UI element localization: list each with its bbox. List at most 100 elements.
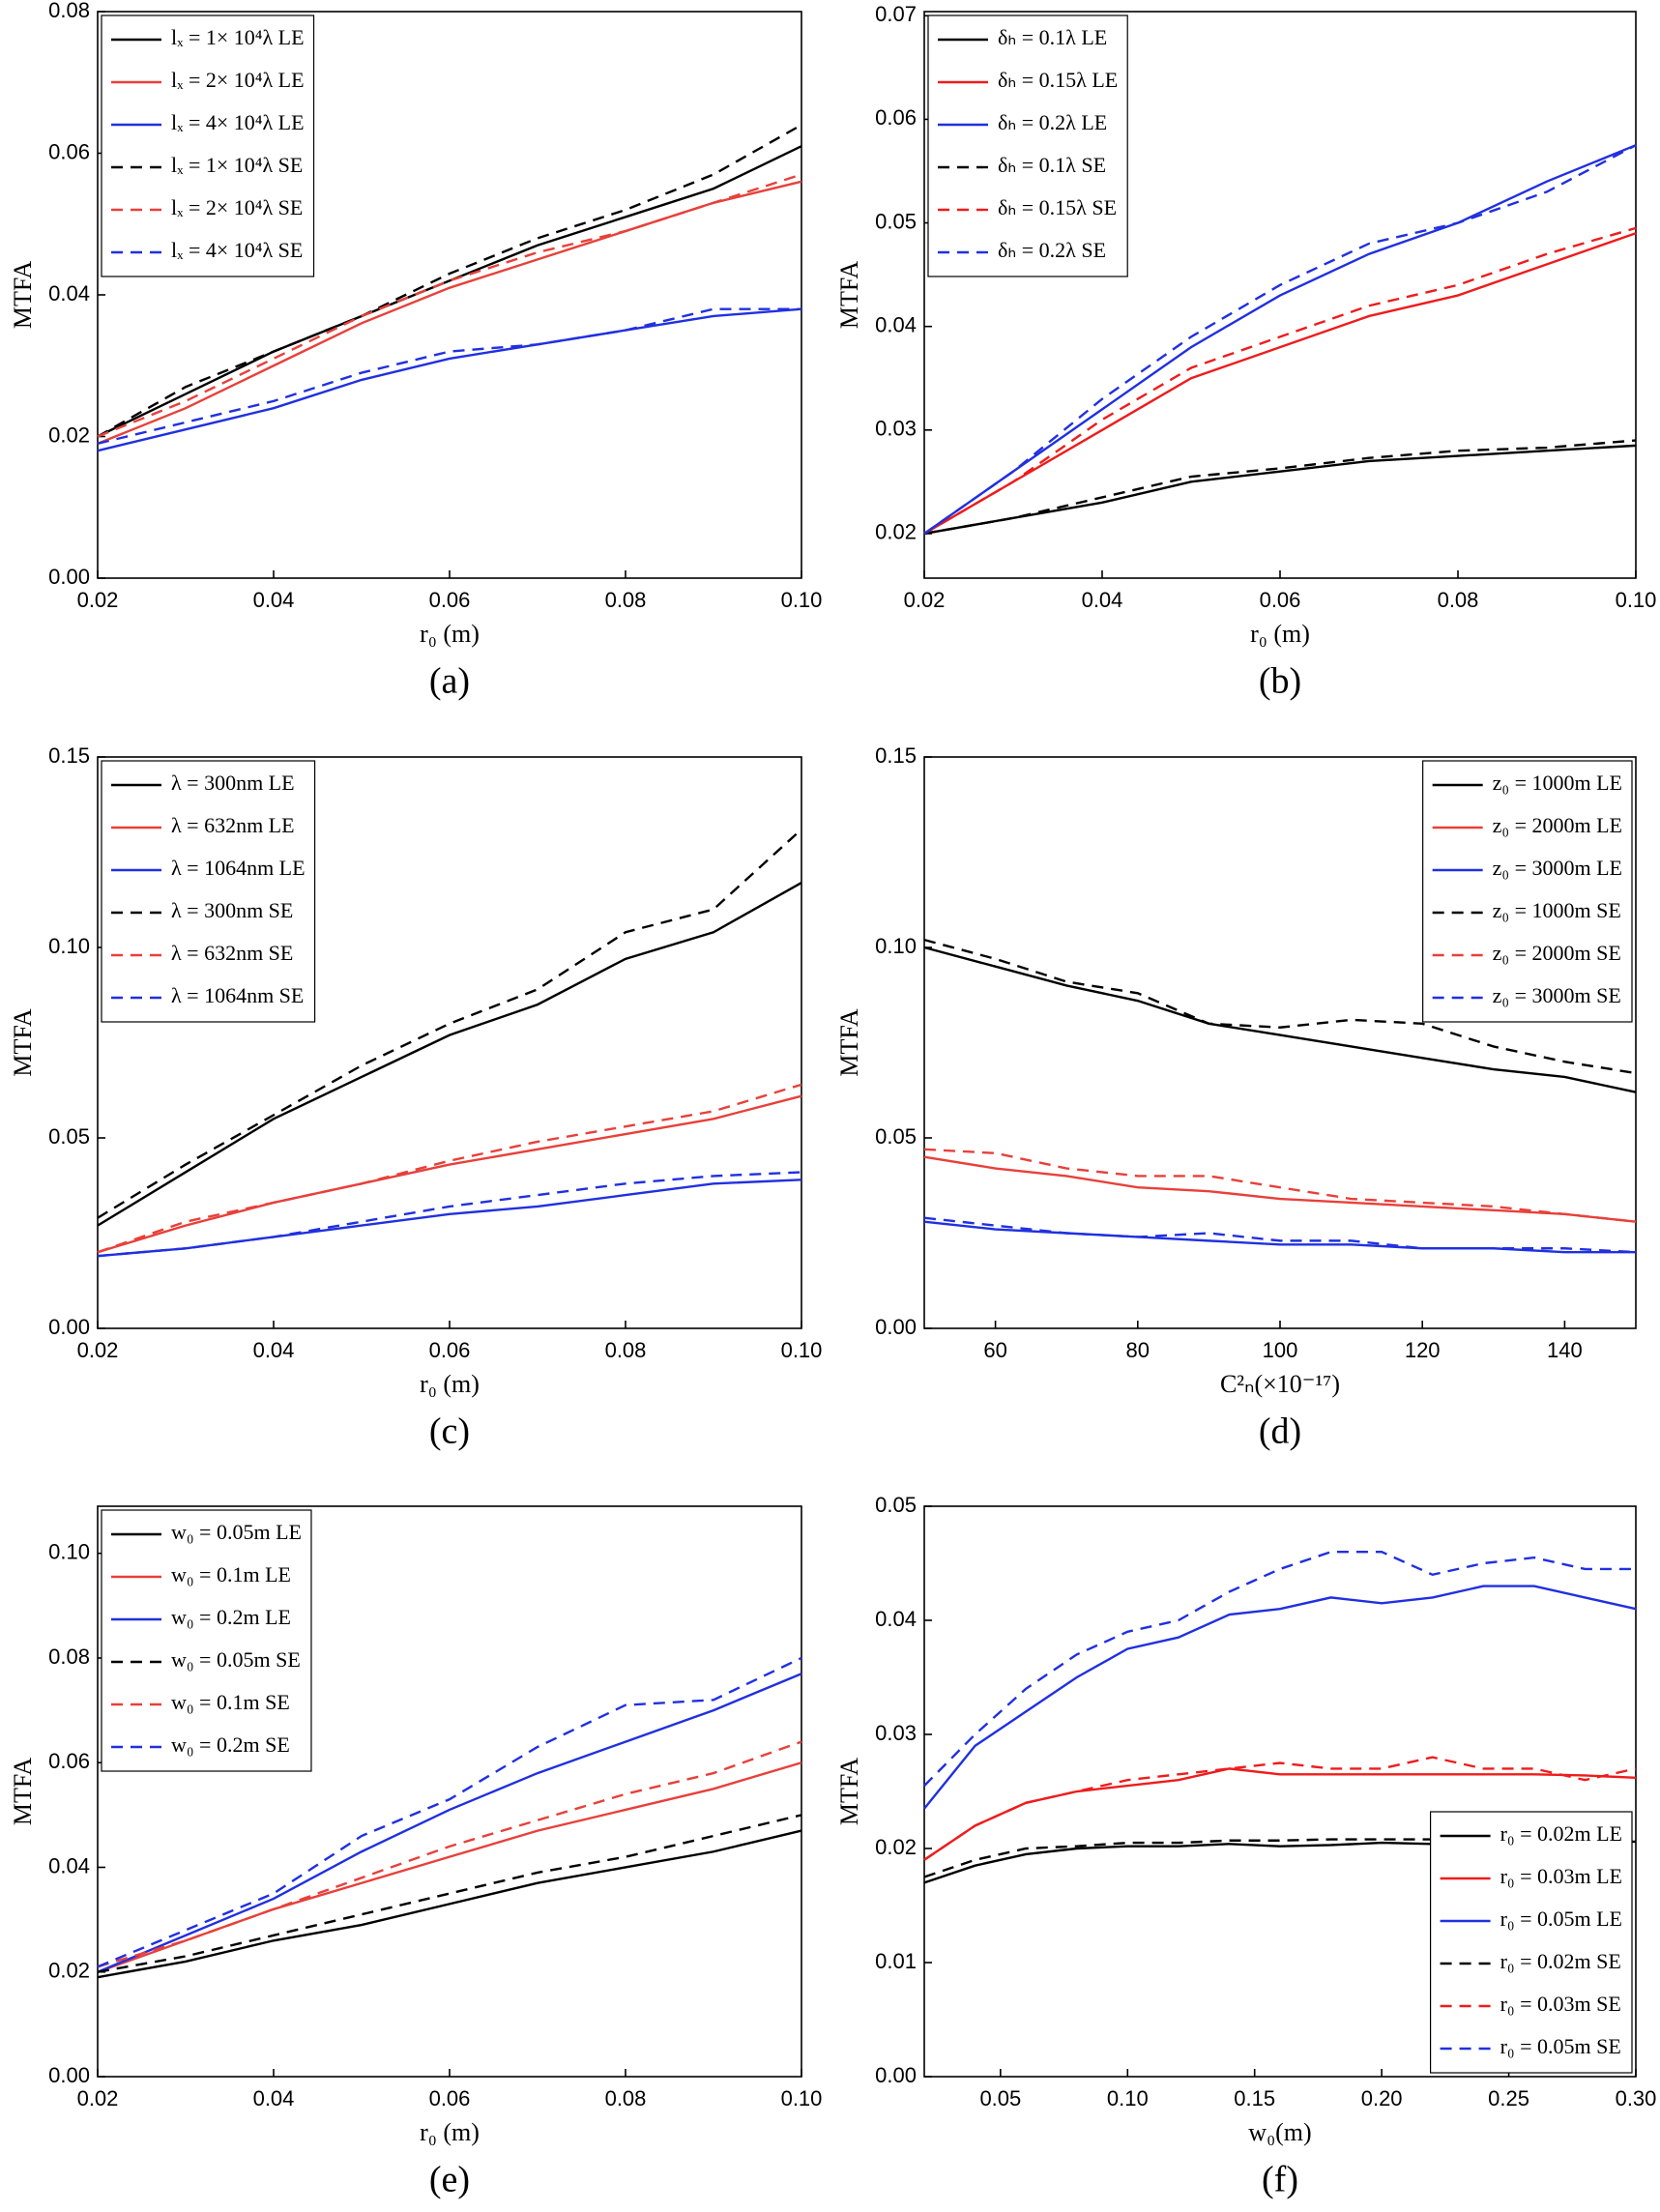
legend-label: λ = 300nm SE	[171, 898, 293, 922]
series-line	[97, 1083, 802, 1254]
caption: (b)	[1259, 661, 1301, 702]
series-line	[97, 173, 802, 438]
legend-label: w₀ = 0.2m SE	[171, 1732, 290, 1757]
legend-label: z₀ = 1000m LE	[1493, 771, 1622, 795]
legend-label: lₓ = 4× 10⁴λ SE	[171, 238, 303, 262]
x-tick-label: 0.20	[1361, 2086, 1403, 2110]
y-tick-label: 0.07	[875, 2, 917, 26]
series-line	[97, 1740, 802, 1968]
y-tick-label: 0.04	[875, 312, 917, 336]
x-tick-label: 120	[1405, 1338, 1441, 1362]
y-tick-label: 0.06	[875, 105, 917, 130]
y-tick-label: 0.04	[48, 281, 90, 306]
y-tick-label: 0.06	[48, 139, 90, 163]
legend-label: λ = 1064nm LE	[171, 856, 306, 880]
legend-label: lₓ = 2× 10⁴λ SE	[171, 195, 303, 219]
x-tick-label: 0.06	[1260, 588, 1301, 612]
y-tick-label: 0.00	[48, 565, 90, 589]
caption: (e)	[429, 2160, 470, 2200]
x-tick-label: 0.10	[781, 588, 823, 612]
legend-label: λ = 632nm LE	[171, 813, 295, 837]
series-line	[97, 1179, 802, 1258]
legend-label: w₀ = 0.2m LE	[171, 1605, 291, 1629]
x-tick-label: 0.08	[605, 1338, 647, 1362]
x-tick-label: 0.04	[253, 588, 295, 612]
y-tick-label: 0.15	[48, 743, 90, 768]
x-tick-label: 0.08	[1438, 588, 1479, 612]
legend-frame	[101, 15, 315, 277]
series-line	[923, 946, 1637, 1093]
x-tick-label: 0.02	[77, 1338, 119, 1362]
x-axis-label: r₀ (m)	[420, 1370, 480, 1398]
series-line	[923, 1585, 1637, 1810]
y-axis-label: MTFA	[835, 1758, 863, 1826]
y-tick-label: 0.15	[875, 743, 917, 768]
series-line	[923, 1551, 1636, 1787]
panel: 0.00 0.05 0.10 0.15 0.02 0.04 0.06 0.08 0.10 r₀ (…	[9, 743, 822, 1452]
y-tick-label: 0.01	[875, 1949, 917, 1973]
legend: lₓ = 1× 10⁴λ LE lₓ = 2× 10⁴λ LE lₓ = 4× 10…	[101, 15, 315, 277]
x-tick-label: 0.10	[781, 2086, 823, 2110]
legend-frame	[101, 760, 316, 1023]
series-line	[923, 439, 1637, 536]
panel: 0.000.020.040.060.080.02 0.04 0.06 0.08 0.10…	[9, 0, 822, 702]
series-line	[923, 144, 1637, 535]
legend-label: r₀ = 0.03m LE	[1500, 1864, 1622, 1888]
y-tick-label: 0.02	[48, 1959, 90, 1983]
legend-label: z₀ = 1000m SE	[1493, 898, 1621, 922]
x-tick-label: 140	[1547, 1338, 1583, 1362]
x-tick-label: 0.30	[1616, 2086, 1657, 2110]
legend-frame	[101, 1509, 312, 1772]
y-axis-label: MTFA	[9, 261, 37, 330]
legend-label: z₀ = 3000m SE	[1493, 983, 1621, 1007]
x-tick-label: 80	[1126, 1338, 1150, 1362]
y-tick-label: 0.08	[48, 1644, 90, 1669]
legend: r₀ = 0.02m LE r₀ = 0.03m LE r₀ = 0.05m LE r…	[1429, 1811, 1633, 2074]
legend-label: λ = 300nm LE	[171, 771, 295, 795]
series-line	[923, 1148, 1637, 1223]
legend: w₀ = 0.05m LE w₀ = 0.1m LE w₀ = 0.2m LE w₀ …	[101, 1509, 312, 1772]
y-tick-label: 0.00	[48, 1315, 90, 1339]
y-tick-label: 0.02	[875, 520, 917, 544]
x-tick-label: 0.05	[979, 2086, 1021, 2110]
x-tick-label: 0.04	[1082, 588, 1123, 612]
legend-frame	[1422, 760, 1633, 1023]
legend-label: z₀ = 2000m SE	[1493, 941, 1621, 965]
x-tick-label: 0.02	[77, 588, 119, 612]
series-line	[97, 828, 802, 1219]
caption: (c)	[429, 1412, 470, 1452]
legend-label: δₕ = 0.2λ LE	[998, 110, 1107, 134]
x-tick-label: 0.08	[605, 2086, 647, 2110]
x-tick-label: 0.06	[429, 1338, 471, 1362]
legend-label: lₓ = 1× 10⁴λ SE	[171, 153, 303, 177]
legend-label: r₀ = 0.02m SE	[1500, 1949, 1621, 1973]
legend-label: w₀ = 0.05m LE	[171, 1520, 302, 1544]
legend-label: r₀ = 0.02m LE	[1500, 1821, 1622, 1846]
x-axis-label: r₀ (m)	[420, 620, 480, 648]
y-axis-label: MTFA	[835, 1008, 863, 1077]
legend-label: δₕ = 0.15λ LE	[998, 68, 1118, 92]
y-tick-label: 0.02	[48, 422, 90, 447]
x-tick-label: 0.10	[1107, 2086, 1149, 2110]
y-tick-label: 0.10	[875, 934, 917, 958]
panel: 0.00 0.01 0.02 0.03 0.04 0.05 0.05 0.10 0.15 0.20…	[835, 1493, 1656, 2200]
panel: 0.000.020.040.060.080.100.02 0.04 0.06 0.08…	[9, 1505, 823, 2200]
legend-label: lₓ = 4× 10⁴λ LE	[171, 110, 305, 134]
legend: λ = 300nm LE λ = 632nm LE λ = 1064nm LE λ =…	[101, 760, 316, 1023]
series-line	[923, 226, 1637, 535]
y-tick-label: 0.10	[48, 1540, 90, 1564]
x-tick-label: 0.04	[253, 1338, 295, 1362]
series-line	[97, 1094, 802, 1254]
legend-label: z₀ = 2000m LE	[1493, 813, 1622, 837]
x-tick-label: 0.15	[1234, 2086, 1275, 2110]
series-line	[97, 1656, 802, 1968]
y-tick-label: 0.02	[875, 1835, 917, 1859]
y-tick-label: 0.05	[875, 1124, 917, 1149]
legend-label: r₀ = 0.03m SE	[1500, 1992, 1621, 2016]
series-line	[923, 144, 1637, 535]
x-tick-label: 0.10	[1616, 588, 1657, 612]
legend-frame	[927, 15, 1128, 277]
x-tick-label: 0.04	[253, 2086, 295, 2110]
legend-label: r₀ = 0.05m SE	[1500, 2034, 1621, 2058]
x-axis-label: w₀(m)	[1248, 2118, 1311, 2146]
